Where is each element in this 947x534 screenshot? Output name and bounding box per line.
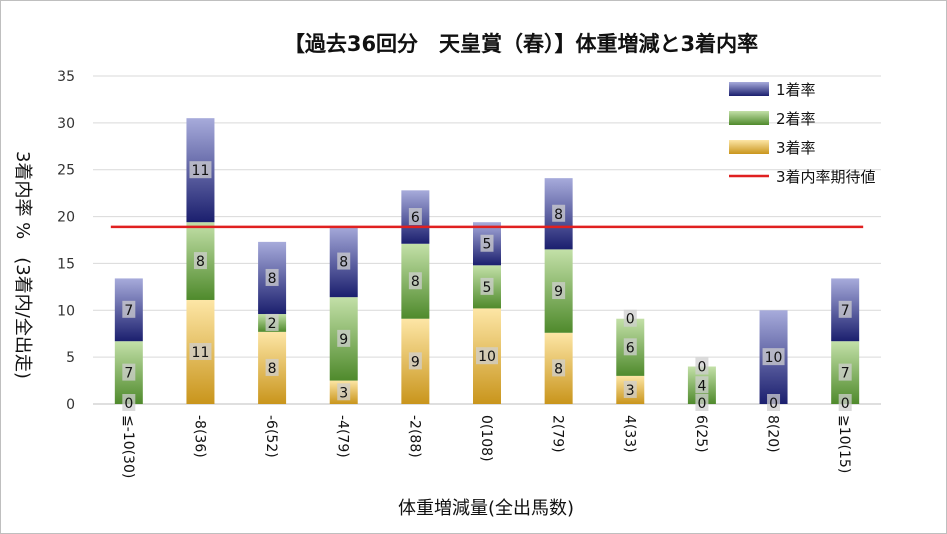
data-label-bg (476, 347, 498, 365)
data-label-bg (122, 300, 136, 318)
x-tick-label: 4(33) (621, 415, 637, 453)
data-label: 2 (268, 316, 277, 332)
data-label-bg (337, 383, 351, 401)
data-label: 8 (554, 361, 563, 377)
data-label: 6 (411, 210, 420, 226)
data-label-bg (265, 313, 279, 331)
data-label: 10 (478, 349, 496, 365)
chart-title: 【過去36回分 天皇賞（春）】体重増減と3着内率 (284, 32, 758, 56)
legend: 1着率 2着率 3着率 3着内率期待値 (729, 81, 876, 186)
data-label-bg (767, 394, 781, 411)
x-tick-label: -6(52) (263, 415, 279, 458)
y-tick-label: 30 (57, 116, 75, 132)
data-label: 11 (192, 163, 210, 179)
legend-label: 3着率 (776, 139, 816, 157)
y-tick-label: 15 (57, 256, 75, 272)
x-tick-label: 0(108) (478, 415, 494, 462)
y-tick-label: 5 (66, 350, 75, 366)
data-label-bg (189, 161, 212, 179)
data-label-bg (337, 252, 351, 270)
x-tick-label: -8(36) (191, 415, 207, 458)
data-label: 5 (483, 280, 492, 296)
x-tick-label: 8(20) (765, 415, 781, 453)
y-tick-label: 35 (57, 69, 75, 85)
data-label: 8 (411, 274, 420, 290)
y-axis-title: 3着内率 % (3着内/全出走) (12, 151, 33, 379)
data-label: 6 (626, 340, 635, 356)
data-label-bg (695, 394, 709, 411)
data-label-bg (408, 352, 422, 370)
y-tick-labels: 0 5 10 15 20 25 30 35 (57, 69, 75, 413)
data-label: 0 (769, 396, 778, 412)
data-label: 4 (697, 378, 706, 394)
data-label: 8 (268, 361, 277, 377)
data-label-bg (623, 338, 637, 356)
legend-label: 1着率 (776, 81, 816, 99)
data-label: 0 (697, 360, 706, 376)
data-label: 0 (697, 396, 706, 412)
data-label-bg (122, 394, 136, 411)
data-label: 9 (411, 354, 420, 370)
data-label: 3 (339, 385, 348, 401)
legend-swatch (729, 82, 769, 96)
data-label-bg (762, 348, 785, 366)
data-label-bg (265, 268, 279, 286)
data-label: 9 (554, 284, 563, 300)
data-label-bg (838, 394, 852, 411)
x-tick-label: -2(88) (406, 415, 422, 458)
data-label: 9 (339, 332, 348, 348)
data-label: 8 (554, 207, 563, 223)
data-label-bg (480, 234, 494, 252)
x-tick-label: -4(79) (335, 415, 351, 458)
x-tick-label: ≧10(15) (836, 415, 852, 473)
x-axis-title: 体重増減量(全出馬数) (398, 498, 574, 519)
legend-swatch (729, 140, 769, 154)
data-label-bg (480, 277, 494, 295)
data-labels: 0 7 7 11 8 11 8 2 8 3 9 8 9 8 6 10 5 5 8 9 8 3 6 0 0 4 0 0 10 0 7 7 (122, 161, 852, 412)
data-label-bg (623, 380, 637, 398)
data-label-bg (189, 342, 212, 360)
data-label: 0 (841, 396, 850, 412)
data-label-bg (193, 252, 207, 270)
x-tick-label: 2(79) (550, 415, 566, 453)
data-label: 7 (841, 366, 850, 382)
y-tick-label: 0 (66, 397, 75, 413)
data-label-bg (695, 357, 709, 375)
data-label: 8 (339, 255, 348, 271)
x-tick-label: ≦-10(30) (120, 415, 136, 478)
data-label-bg (122, 363, 136, 381)
data-label-bg (838, 300, 852, 318)
data-label-bg (408, 208, 422, 226)
y-tick-label: 20 (57, 210, 75, 226)
y-tick-label: 25 (57, 163, 75, 179)
legend-swatch (729, 111, 769, 125)
data-label-bg (337, 329, 351, 347)
data-label-bg (265, 358, 279, 376)
legend-label: 2着率 (776, 110, 816, 128)
data-label-bg (552, 359, 566, 377)
data-label: 10 (765, 350, 783, 366)
data-label: 8 (196, 254, 205, 270)
x-tick-labels: ≦-10(30) -8(36) -6(52) -4(79) -2(88) 0(108) 2(… (120, 415, 852, 478)
data-label: 3 (626, 383, 635, 399)
data-label-bg (623, 309, 637, 327)
data-label: 0 (124, 396, 133, 412)
legend-label: 3着内率期待値 (776, 168, 876, 186)
data-label-bg (408, 272, 422, 290)
data-label: 7 (124, 303, 133, 319)
data-label-bg (838, 363, 852, 381)
data-label: 7 (841, 303, 850, 319)
data-label: 0 (626, 312, 635, 328)
data-label: 5 (483, 237, 492, 253)
y-tick-label: 10 (57, 303, 75, 319)
x-tick-label: 6(25) (693, 415, 709, 453)
data-label-bg (695, 376, 709, 394)
data-label-bg (552, 204, 566, 222)
data-label: 8 (268, 271, 277, 287)
data-label: 7 (124, 366, 133, 382)
data-label: 11 (192, 345, 210, 361)
data-label-bg (552, 282, 566, 300)
